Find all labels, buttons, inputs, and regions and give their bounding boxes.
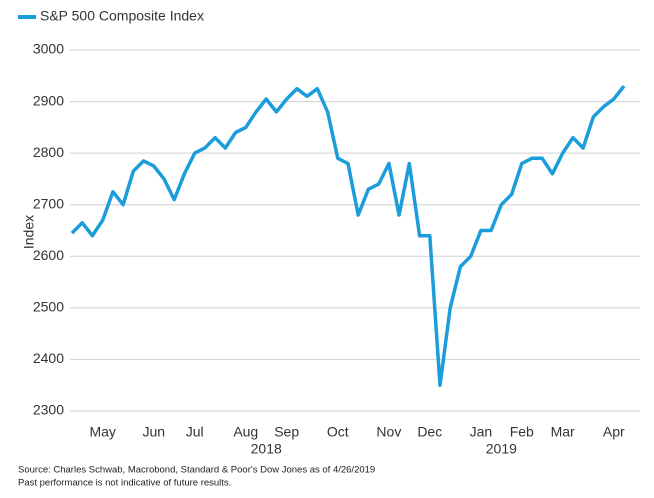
y-tick-label: 2400	[33, 350, 64, 366]
x-tick-label: Dec	[417, 424, 442, 440]
x-tick-label: Feb	[510, 424, 534, 440]
x-tick-label: Mar	[551, 424, 575, 440]
x-tick-label: Apr	[603, 424, 625, 440]
y-tick-label: 2300	[33, 402, 64, 418]
y-axis-label: Index	[21, 215, 37, 249]
series-line	[70, 85, 626, 387]
y-tick-label: 2500	[33, 299, 64, 315]
disclaimer-note: Past performance is not indicative of fu…	[18, 478, 231, 489]
y-tick-label: 2800	[33, 144, 64, 160]
x-tick-label: Sep	[274, 424, 299, 440]
x-tick-label: Jun	[142, 424, 165, 440]
y-tick-label: 2700	[33, 195, 64, 211]
x-tick-label: Jul	[186, 424, 204, 440]
source-note: Source: Charles Schwab, Macrobond, Stand…	[18, 465, 375, 476]
year-label: 2018	[251, 441, 282, 457]
y-tick-label: 2600	[33, 247, 64, 263]
x-tick-label: Oct	[327, 424, 349, 440]
x-tick-label: Aug	[233, 424, 258, 440]
y-tick-label: 3000	[33, 41, 64, 57]
year-label: 2019	[486, 441, 517, 457]
legend-label: S&P 500 Composite Index	[40, 8, 204, 24]
x-tick-label: May	[89, 424, 115, 440]
x-tick-label: Nov	[376, 424, 401, 440]
x-tick-label: Jan	[470, 424, 493, 440]
y-tick-label: 2900	[33, 92, 64, 108]
